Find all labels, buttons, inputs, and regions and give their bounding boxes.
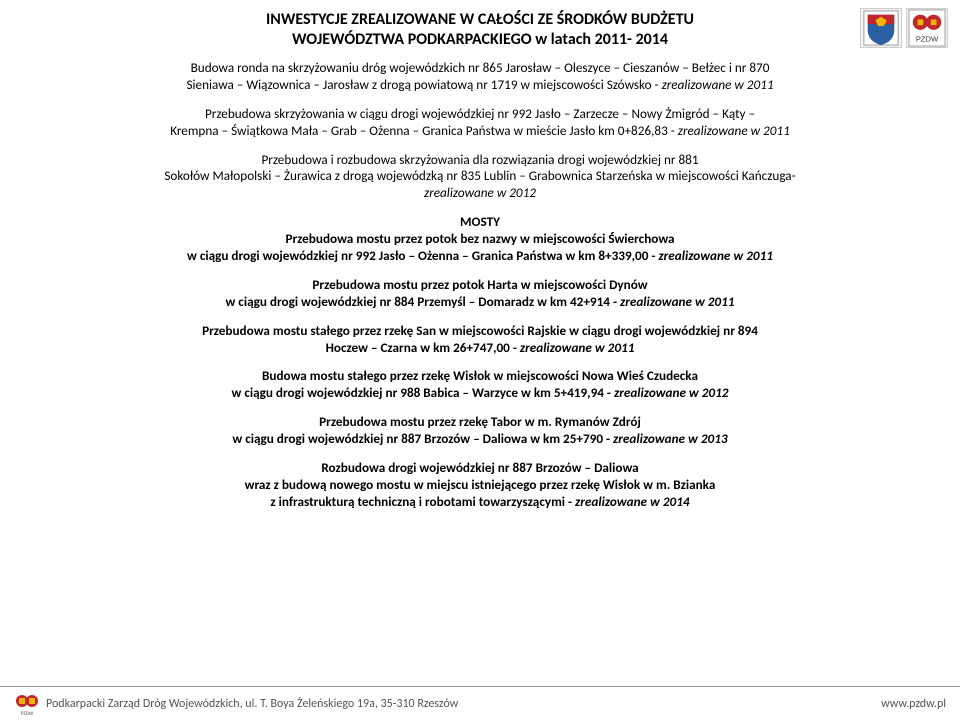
status-text: zrealizowane w 2011 [520,339,635,356]
text: Krempna – Świątkowa Mała – Grab – Ożenna… [170,122,678,139]
text: Sieniawa – Wiązownica – Jarosław z drogą… [186,76,661,93]
text: Rozbudowa drogi wojewódzkiej nr 887 Brzo… [321,459,638,476]
status-text: zrealizowane w 2012 [424,184,536,201]
paragraph-most-harta: Przebudowa mostu przez potok Harta w mie… [30,277,930,311]
status-text: zrealizowane w 2011 [662,76,774,93]
text: Budowa mostu stałego przez rzekę Wisłok … [262,367,698,384]
document-body: Budowa ronda na skrzyżowaniu dróg wojewó… [0,50,960,511]
svg-text:PZDW: PZDW [21,711,34,717]
text: Przebudowa skrzyżowania w ciągu drogi wo… [205,105,755,122]
header-logos: PZDW [860,8,948,48]
footer-left: PZDW Podkarpacki Zarząd Dróg Wojewódzkic… [14,691,458,717]
page-footer: PZDW Podkarpacki Zarząd Dróg Wojewódzkic… [0,686,960,717]
header: INWESTYCJE ZREALIZOWANE W CAŁOŚCI ZE ŚRO… [0,0,960,50]
title-line-2: WOJEWÓDZTWA PODKARPACKIEGO w latach 2011… [0,30,960,50]
footer-pzdw-logo-icon: PZDW [14,691,40,717]
text: w ciągu drogi wojewódzkiej nr 988 Babica… [232,384,614,401]
status-text: zrealizowane w 2014 [575,493,690,510]
paragraph-rondo: Budowa ronda na skrzyżowaniu dróg wojewó… [30,60,930,94]
text: z infrastrukturą techniczną i robotami t… [270,493,575,510]
title-line-1: INWESTYCJE ZREALIZOWANE W CAŁOŚCI ZE ŚRO… [0,10,960,30]
pzdw-logo-icon: PZDW [906,8,948,48]
status-text: zrealizowane w 2011 [620,293,735,310]
footer-url: www.pzdw.pl [881,697,946,711]
paragraph-mosty-1: MOSTY Przebudowa mostu przez potok bez n… [30,214,930,265]
paragraph-skrzyzowanie-881: Przebudowa i rozbudowa skrzyżowania dla … [30,152,930,203]
text: Sokołów Małopolski – Żurawica z drogą wo… [164,167,795,184]
text: Hoczew – Czarna w km 26+747,00 - [326,339,520,356]
document-title: INWESTYCJE ZREALIZOWANE W CAŁOŚCI ZE ŚRO… [0,10,960,50]
text: Przebudowa mostu przez potok bez nazwy w… [285,230,674,247]
svg-text:PZDW: PZDW [916,34,939,43]
status-text: zrealizowane w 2013 [613,430,728,447]
text: w ciągu drogi wojewódzkiej nr 884 Przemy… [226,293,620,310]
text: w ciągu drogi wojewódzkiej nr 992 Jasło … [187,247,658,264]
paragraph-most-wislok-czudecka: Budowa mostu stałego przez rzekę Wisłok … [30,368,930,402]
text: Przebudowa i rozbudowa skrzyżowania dla … [261,151,698,168]
text: Przebudowa mostu przez rzekę Tabor w m. … [319,413,641,430]
paragraph-rozbudowa-887: Rozbudowa drogi wojewódzkiej nr 887 Brzo… [30,460,930,511]
text: Budowa ronda na skrzyżowaniu dróg wojewó… [191,59,770,76]
status-text: zrealizowane w 2011 [678,122,790,139]
paragraph-most-san: Przebudowa mostu stałego przez rzekę San… [30,323,930,357]
paragraph-most-tabor: Przebudowa mostu przez rzekę Tabor w m. … [30,414,930,448]
status-text: zrealizowane w 2012 [614,384,729,401]
text: Przebudowa mostu przez potok Harta w mie… [312,276,647,293]
footer-address: Podkarpacki Zarząd Dróg Wojewódzkich, ul… [46,697,458,711]
text: wraz z budową nowego mostu w miejscu ist… [245,476,716,493]
status-text: zrealizowane w 2011 [658,247,773,264]
text: w ciągu drogi wojewódzkiej nr 887 Brzozó… [232,430,613,447]
section-heading-mosty: MOSTY [460,213,500,230]
paragraph-skrzyzowanie-992: Przebudowa skrzyżowania w ciągu drogi wo… [30,106,930,140]
crest-podkarpackie-icon [860,8,902,48]
text: Przebudowa mostu stałego przez rzekę San… [202,322,758,339]
